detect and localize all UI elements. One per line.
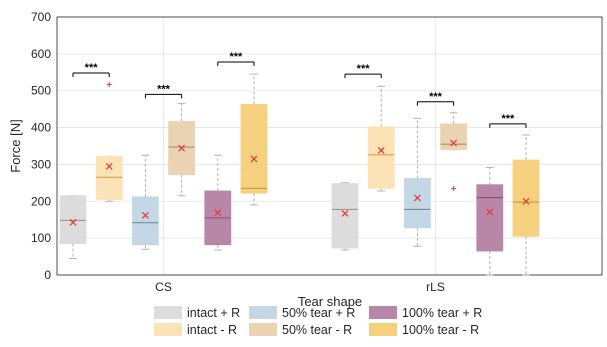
plot-frame: [56, 16, 603, 276]
significance-label: ***: [429, 91, 443, 103]
legend-item: intact - R: [154, 323, 237, 337]
box-iqr: [512, 159, 540, 237]
box-iqr: [240, 103, 268, 194]
boxes: [59, 73, 540, 276]
significance-label: ***: [501, 113, 515, 125]
box-rls-intact-r: [367, 85, 395, 192]
box-iqr: [440, 123, 468, 151]
legend-label: 50% tear - R: [282, 323, 352, 337]
significance-label: ***: [85, 62, 99, 74]
mean-marker: [214, 209, 222, 217]
mean-marker: [178, 144, 186, 152]
box-iqr: [331, 183, 359, 249]
legend-swatch: [369, 306, 397, 319]
box-iqr: [95, 155, 123, 200]
mean-marker: [141, 211, 149, 219]
box-iqr: [476, 184, 504, 252]
legend-swatch: [154, 323, 182, 336]
y-tick-label: 500: [31, 84, 51, 98]
box-cs-100-tear-r: [204, 154, 232, 251]
legend-label: intact - R: [187, 323, 237, 337]
box-cs-intact-r: [95, 81, 123, 202]
box-iqr: [403, 178, 431, 229]
box-cs-50-tear-r: [131, 154, 159, 250]
legend-swatch: [369, 323, 397, 336]
y-tick-label: 200: [31, 194, 51, 208]
box-iqr: [367, 126, 395, 189]
significance-bracket: ***: [144, 83, 183, 99]
y-tick-label: 700: [31, 10, 51, 24]
box-rls-100-tear-r: [476, 166, 504, 276]
x-tick-label: rLS: [426, 280, 445, 294]
box-rls-intact-r: [331, 182, 359, 251]
legend-swatch: [249, 323, 277, 336]
box-cs-100-tear-r: [240, 73, 268, 206]
significance-label: ***: [357, 63, 371, 75]
y-tick-label: 300: [31, 157, 51, 171]
y-tick-label: 600: [31, 47, 51, 61]
x-tick-label: CS: [155, 280, 172, 294]
box-iqr: [59, 195, 87, 245]
legend-item: 100% tear + R: [369, 306, 482, 320]
mean-marker: [413, 194, 421, 202]
significance-bracket: ***: [344, 63, 382, 79]
legend-label: 100% tear + R: [402, 306, 482, 320]
mean-marker: [450, 139, 458, 147]
legend-item: 100% tear - R: [369, 323, 479, 337]
significance-label: ***: [229, 51, 243, 63]
legend-label: intact + R: [187, 306, 240, 320]
significance-bracket: ***: [217, 51, 255, 66]
significance-bars: *** *** *** *** *** ***: [72, 51, 527, 128]
box-cs-50-tear-r: [168, 103, 196, 197]
legend-swatch: [154, 306, 182, 319]
y-tick-label: 400: [31, 121, 51, 135]
x-axis-ticks: CS rLS: [155, 280, 445, 294]
x-axis-title: Tear shape: [298, 294, 362, 309]
y-tick-label: 100: [31, 231, 51, 245]
legend-item: 50% tear + R: [249, 306, 355, 320]
significance-bracket: ***: [416, 91, 455, 106]
box-cs-intact-r: [59, 195, 87, 259]
significance-label: ***: [157, 83, 171, 95]
mean-marker: [486, 208, 494, 216]
y-axis-title: Force [N]: [8, 119, 23, 172]
mean-marker: [341, 210, 349, 217]
y-tick-label: 0: [44, 268, 51, 282]
box-rls-50-tear-r: [440, 112, 468, 191]
mean-marker: [522, 197, 530, 205]
significance-bracket: ***: [72, 62, 110, 78]
mean-marker: [69, 218, 77, 226]
box-rls-100-tear-r: [512, 134, 540, 276]
legend-swatch: [249, 306, 277, 319]
box-iqr: [131, 196, 159, 246]
legend-item: 50% tear - R: [249, 323, 352, 337]
legend-label: 100% tear - R: [402, 323, 479, 337]
legend: intact + R intact - R 50% tear + R 50% tear…: [154, 306, 482, 337]
mean-marker: [105, 162, 113, 170]
legend-item: intact + R: [154, 306, 240, 320]
box-rls-50-tear-r: [403, 117, 431, 247]
mean-marker: [250, 155, 258, 163]
y-axis-ticks: 0 100 200 300 400 500 600 700: [31, 10, 51, 282]
significance-bracket: ***: [489, 113, 527, 128]
mean-marker: [377, 146, 385, 154]
legend-label: 50% tear + R: [282, 306, 355, 320]
